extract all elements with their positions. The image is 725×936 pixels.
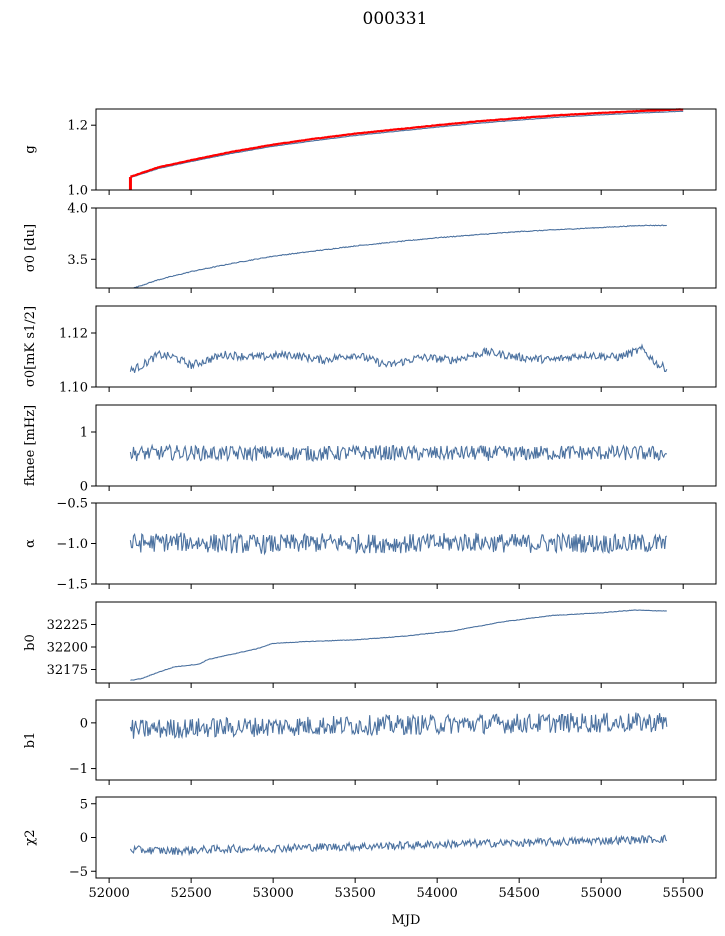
panel-2: 3.5 4.0 σ0 [du]	[23, 202, 717, 293]
axes-frame	[95, 305, 717, 388]
y-tick-label: −5	[69, 865, 88, 880]
y-axis-label: g	[23, 145, 38, 153]
panel-7: −1 0 b1	[23, 699, 717, 785]
x-tick-label: 55000	[581, 886, 622, 901]
series-line	[130, 110, 684, 179]
y-axis-label: χ2	[23, 829, 38, 845]
y-tick-label: 1.2	[67, 119, 88, 134]
axes-frame	[95, 207, 717, 289]
y-axis-label: σ0 [du]	[23, 224, 38, 272]
y-tick-label: 0	[80, 716, 88, 731]
axes-frame	[95, 108, 717, 191]
y-axis-label: b0	[23, 634, 38, 651]
series-line	[129, 108, 684, 178]
x-tick-label: 53500	[334, 886, 375, 901]
y-tick-label: 4.0	[67, 202, 88, 217]
panels: 1.0 1.2 g 3.5 4.0 σ0 [du] 1.10 1.12 σ0[mK s1/2] 0…	[23, 108, 717, 901]
y-tick-label: 32175	[47, 663, 88, 678]
y-tick-label: −1.0	[56, 537, 88, 552]
axes-frame	[95, 404, 717, 487]
series-line	[129, 343, 668, 373]
y-tick-label: −1	[69, 762, 88, 777]
series-line	[129, 712, 668, 740]
y-tick-label: 1	[80, 426, 88, 441]
panel-5: −1.5 −1.0 −0.5 α	[23, 497, 717, 593]
y-axis-label: fknee [mHz]	[23, 405, 38, 486]
panel-8: −5 0 5 52000 52500 53000 53500 54000 54500 55000 5…	[23, 796, 717, 901]
axes-frame	[95, 502, 717, 585]
series-line	[133, 224, 667, 289]
x-tick-label: 54500	[498, 886, 539, 901]
x-axis-label: MJD	[392, 913, 421, 928]
y-tick-label: 32225	[47, 618, 88, 633]
x-tick-label: 52500	[170, 886, 211, 901]
axes-frame	[95, 796, 717, 879]
figure-title: 000331	[363, 9, 428, 29]
panel-4: 0 1 fknee [mHz]	[23, 404, 717, 495]
x-tick-label: 55500	[663, 886, 704, 901]
y-axis-label: σ0[mK s1/2]	[23, 306, 38, 387]
y-tick-label: 1.12	[59, 327, 88, 342]
y-axis-label: α	[23, 539, 38, 548]
series-line	[129, 532, 668, 556]
x-tick-label: 52000	[88, 886, 129, 901]
y-tick-label: 3.5	[67, 253, 88, 268]
y-tick-label: 5	[80, 797, 88, 812]
y-tick-label: −1.5	[56, 578, 88, 593]
y-tick-label: −0.5	[56, 497, 88, 512]
x-tick-label: 54000	[416, 886, 457, 901]
axes-frame	[95, 699, 717, 781]
panel-1: 1.0 1.2 g	[23, 108, 717, 199]
series-line	[129, 834, 668, 857]
y-tick-label: 0	[80, 480, 88, 495]
y-tick-label: 32200	[47, 641, 88, 656]
panel-3: 1.10 1.12 σ0[mK s1/2]	[23, 305, 717, 396]
y-tick-label: 1.10	[59, 381, 88, 396]
axes-frame	[95, 601, 717, 684]
series-line	[129, 443, 668, 463]
panel-6: 32175 32200 32225 b0	[23, 601, 717, 688]
y-tick-label: 1.0	[67, 184, 88, 199]
series-line	[130, 609, 667, 681]
x-tick-label: 53000	[252, 886, 293, 901]
y-tick-label: 0	[80, 831, 88, 846]
y-axis-label: b1	[23, 732, 38, 749]
